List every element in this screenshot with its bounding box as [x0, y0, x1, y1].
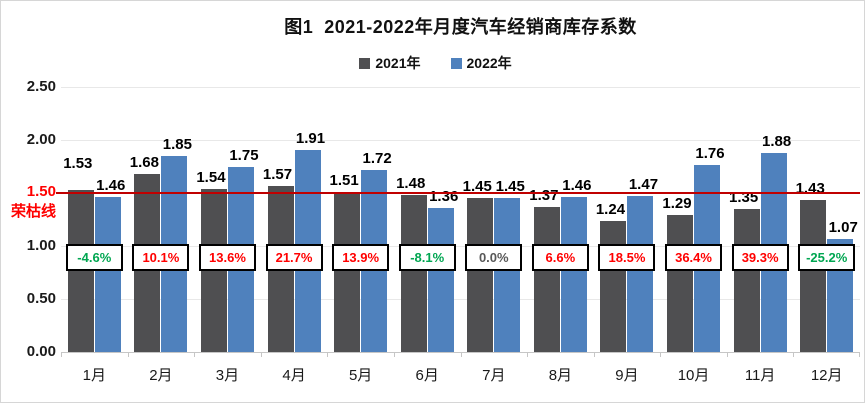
legend-swatch-icon: [450, 57, 462, 69]
bar-2021: [733, 208, 760, 352]
y-axis-tick-label: 2.50: [26, 78, 56, 95]
bar-value-2021: 1.37: [529, 186, 559, 204]
legend-item-2021年: 2021年: [359, 53, 421, 73]
bar-2022: [627, 196, 654, 352]
bar-value-2022: 1.46: [96, 177, 126, 195]
x-axis-month-label: 7月: [482, 367, 506, 384]
plot-area: 1.53 1.46 -4.6% 1月 1.68 1.85 10.1% 2月 1.54 1.75 13…: [56, 87, 860, 384]
yoy-change-box: 13.9%: [332, 244, 390, 271]
bar-value-2021: 1.48: [396, 175, 426, 193]
x-axis-tick: [194, 352, 196, 357]
x-axis-month-label: 2月: [149, 367, 173, 384]
bar-2021: [467, 198, 494, 352]
bar-2021: [533, 206, 560, 352]
bar-2021: [334, 191, 361, 352]
x-axis-tick: [793, 352, 795, 357]
legend-item-2022年: 2022年: [450, 53, 512, 73]
gridline: [61, 246, 860, 247]
chart-header: 图1 2021-2022年月度汽车经销商库存系数: [61, 13, 860, 39]
bar-value-2021: 1.43: [795, 180, 825, 198]
x-axis-month-label: 6月: [415, 367, 439, 384]
gridline: [61, 299, 860, 300]
bar-value-2021: 1.53: [63, 154, 93, 172]
yoy-change-box: 10.1%: [132, 244, 190, 271]
bar-value-2021: 1.57: [262, 165, 293, 183]
bar-2021: [667, 215, 694, 352]
bar-value-2022: 1.85: [162, 135, 192, 153]
bar-value-2021: 1.54: [196, 168, 226, 186]
yoy-change-box: 13.6%: [198, 244, 256, 271]
x-axis-month-label: 10月: [677, 367, 710, 384]
x-axis-month-label: 1月: [82, 367, 106, 384]
yoy-change-box: 6.6%: [531, 244, 589, 271]
x-axis-tick: [127, 352, 129, 357]
x-axis-month-label: 8月: [548, 367, 573, 384]
reference-line-label: 1.50 荣枯线: [6, 182, 56, 222]
bar-2022: [560, 197, 587, 352]
x-axis-month-label: 11月: [744, 367, 776, 384]
yoy-change-box: 39.3%: [731, 244, 789, 271]
yoy-change-box: 36.4%: [665, 244, 723, 271]
x-axis-tick: [859, 352, 860, 357]
chart-title: 图1 2021-2022年月度汽车经销商库存系数: [284, 17, 637, 37]
legend-label: 2021年: [375, 55, 421, 71]
bar-value-2021: 1.68: [129, 153, 159, 171]
reference-line: [56, 192, 860, 194]
legend: 2021年 2022年: [36, 53, 835, 73]
bar-value-2021: 1.45: [462, 178, 492, 196]
x-axis-tick: [726, 352, 728, 357]
x-axis-month-label: 12月: [810, 367, 843, 384]
bar-2022: [427, 207, 454, 352]
yoy-change-box: 21.7%: [265, 244, 323, 271]
gridline: [61, 140, 860, 141]
y-axis-tick-label: 0.50: [26, 290, 56, 307]
bar-value-2022: 1.72: [362, 149, 392, 167]
y-axis-tick-label: 2.00: [26, 131, 56, 148]
yoy-change-box: -4.6%: [65, 244, 123, 271]
x-axis-tick: [393, 352, 395, 357]
x-axis-tick: [460, 352, 462, 357]
bar-value-2022: 1.88: [762, 132, 792, 150]
reference-line-value: 1.50: [26, 183, 56, 200]
y-axis-tick-label: 0.00: [26, 343, 56, 360]
bar-value-2021: 1.24: [595, 200, 626, 218]
bar-value-2021: 1.29: [662, 195, 692, 213]
x-axis-month-label: 9月: [615, 367, 639, 384]
x-axis-tick: [61, 352, 62, 357]
bar-value-2021: 1.51: [329, 171, 359, 189]
x-axis-month-label: 5月: [348, 367, 373, 384]
bar-value-2022: 1.76: [695, 145, 725, 163]
bar-2021: [800, 200, 827, 352]
bar-2022: [94, 197, 121, 352]
bar-value-2022: 1.75: [229, 146, 259, 164]
yoy-change-box: -8.1%: [398, 244, 456, 271]
x-axis-tick: [527, 352, 529, 357]
bar-value-2022: 1.45: [495, 178, 525, 196]
x-axis-tick: [593, 352, 595, 357]
bar-value-2022: 1.47: [628, 176, 659, 194]
x-axis-month-label: 4月: [282, 367, 306, 384]
gridline: [61, 87, 860, 88]
x-axis-tick: [260, 352, 262, 357]
x-axis-month-label: 3月: [215, 367, 240, 384]
bar-value-2022: 1.07: [828, 218, 858, 236]
yoy-change-box: 18.5%: [598, 244, 656, 271]
x-axis-tick: [660, 352, 662, 357]
bar-2022: [494, 198, 521, 352]
bar-2021: [400, 195, 427, 352]
x-axis-tick: [327, 352, 329, 357]
bar-2021: [600, 220, 627, 352]
legend-swatch-icon: [359, 57, 371, 69]
bar-value-2022: 1.46: [562, 177, 592, 195]
yoy-change-box: 0.0%: [465, 244, 523, 271]
reference-line-name: 荣枯线: [10, 203, 56, 220]
yoy-change-box: -25.2%: [798, 244, 856, 271]
bar-value-2022: 1.91: [295, 129, 326, 147]
y-axis-tick-label: 1.00: [26, 237, 56, 254]
legend-label: 2022年: [466, 55, 512, 71]
